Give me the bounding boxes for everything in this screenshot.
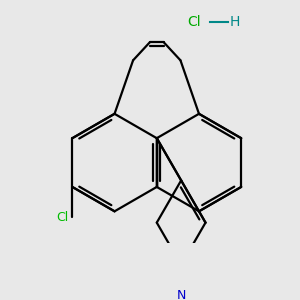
Text: Cl: Cl bbox=[57, 211, 69, 224]
Text: N: N bbox=[176, 289, 186, 300]
Text: Cl: Cl bbox=[187, 15, 201, 29]
Text: H: H bbox=[229, 15, 240, 29]
